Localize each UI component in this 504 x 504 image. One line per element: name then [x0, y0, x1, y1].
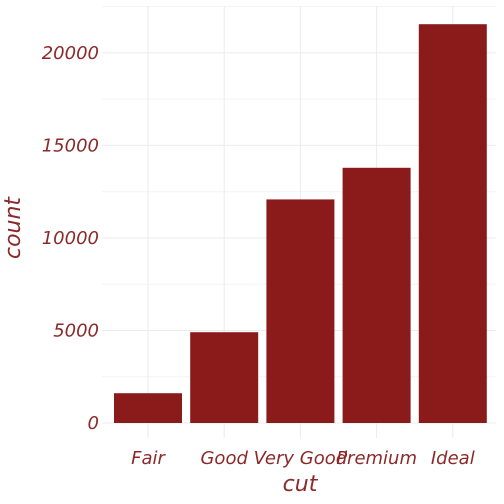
y-axis-title: count	[1, 196, 26, 259]
y-tick-label: 0	[88, 413, 99, 434]
bar-very-good	[266, 199, 335, 423]
bar-ideal	[418, 24, 487, 424]
x-tick-label: Very Good	[254, 448, 348, 469]
bar-premium	[342, 167, 411, 423]
bar-good	[190, 332, 259, 423]
bars-layer	[114, 24, 487, 424]
y-tick-label: 15000	[42, 135, 99, 156]
y-axis-ticks: 0 5000 10000 15000 20000	[42, 43, 99, 434]
y-tick-label: 20000	[42, 43, 99, 64]
bar-fair	[114, 393, 182, 423]
x-tick-label: Good	[200, 448, 248, 469]
x-axis-title: cut	[283, 472, 319, 497]
y-tick-label: 5000	[53, 320, 99, 341]
x-tick-label: Premium	[336, 448, 417, 469]
x-tick-label: Ideal	[431, 448, 475, 469]
x-tick-label: Fair	[131, 448, 166, 469]
y-tick-label: 10000	[42, 228, 99, 249]
